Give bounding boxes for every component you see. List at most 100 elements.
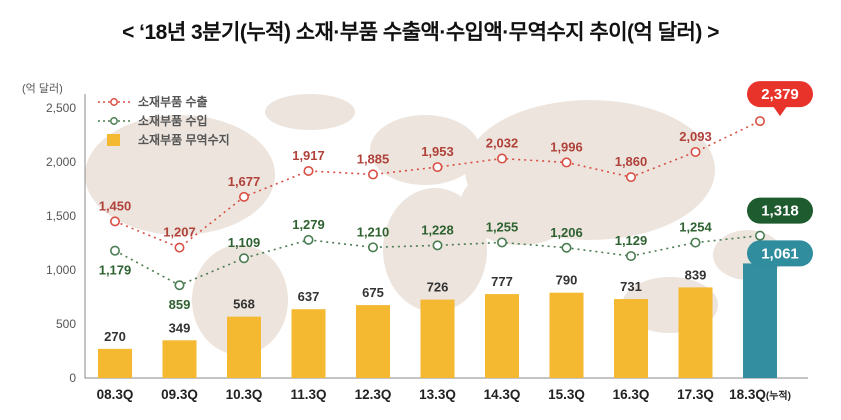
export-point: [174, 242, 185, 253]
bar-value-label: 270: [104, 329, 126, 344]
bar-10.3Q: [227, 316, 261, 378]
y-tick-label: 0: [69, 371, 76, 385]
export-point: [303, 165, 314, 176]
export-point: [432, 162, 443, 173]
import-value-label: 859: [169, 297, 191, 312]
import-point: [432, 240, 443, 251]
chart-title: < ‘18년 3분기(누적) 소재·부품 수출액·수입액·무역수지 추이(억 달…: [122, 21, 719, 44]
export-point: [110, 216, 121, 227]
x-axis-label-18.3Q: 18.3Q(누적): [729, 387, 791, 402]
import-point: [174, 280, 185, 291]
balance-bar-swatch-icon: [96, 133, 132, 146]
bar-value-label: 349: [169, 320, 191, 335]
bar-17.3Q: [678, 287, 713, 378]
import-point: [561, 242, 572, 253]
legend-item-balance: 소재부품 무역수지: [96, 130, 230, 149]
import-value-label: 1,210: [357, 224, 390, 239]
import-value-label: 1,179: [99, 263, 132, 278]
x-axis-label-12.3Q: 12.3Q: [355, 387, 392, 402]
map-background-shape: [85, 115, 275, 235]
bar-value-label: 839: [685, 267, 707, 282]
export-point: [625, 172, 636, 183]
legend-item-import: 소재부품 수입: [96, 111, 230, 130]
import-line-swatch-icon: [96, 116, 132, 126]
export-point: [239, 191, 250, 202]
import-value-label: 1,228: [421, 222, 454, 237]
export-value-label: 1,917: [292, 148, 325, 163]
x-axis-label-08.3Q: 08.3Q: [97, 387, 134, 402]
legend: 소재부품 수출 소재부품 수입 소재부품 무역수지: [96, 92, 230, 149]
y-tick-label: 2,000: [46, 155, 76, 169]
import-point: [625, 251, 636, 262]
import-value-label: 1,129: [615, 233, 648, 248]
export-line-swatch-icon: [96, 97, 132, 107]
legend-label-export: 소재부품 수출: [138, 95, 208, 109]
bar-08.3Q: [98, 348, 132, 378]
bar-09.3Q: [162, 340, 197, 378]
export-value-label: 2,032: [486, 136, 519, 151]
legend-item-export: 소재부품 수출: [96, 92, 230, 111]
balance-badge: [747, 240, 813, 267]
bar-11.3Q: [291, 309, 326, 378]
x-axis-label-16.3Q: 16.3Q: [613, 387, 650, 402]
x-axis-label-10.3Q: 10.3Q: [226, 387, 263, 402]
import-point: [303, 234, 314, 245]
bar-value-label: 731: [620, 279, 642, 294]
export-value-label: 1,953: [421, 144, 454, 159]
bar-value-label: 675: [362, 285, 384, 300]
export-value-label: 1,996: [550, 139, 583, 154]
export-value-label: 1,677: [228, 174, 261, 189]
import-value-label: 1,254: [679, 220, 712, 235]
import-point: [367, 242, 378, 253]
y-axis-unit-label: (억 달러): [22, 83, 63, 95]
y-tick-label: 1,000: [46, 263, 76, 277]
export-value-label: 1,860: [615, 154, 648, 169]
export-point: [367, 169, 378, 180]
export-badge-pointer: [773, 106, 787, 117]
x-axis-label-09.3Q: 09.3Q: [161, 387, 198, 402]
export-value-label: 1,885: [357, 151, 390, 166]
import-point: [690, 237, 701, 248]
export-point: [561, 157, 572, 168]
bar-value-label: 637: [298, 289, 320, 304]
export-value-label: 2,093: [679, 129, 712, 144]
export-point: [496, 153, 507, 164]
import-value-label: 1,279: [292, 217, 325, 232]
balance-badge-label: 1,061: [761, 245, 799, 262]
import-value-label: 1,206: [550, 225, 583, 240]
import-badge-label: 1,318: [761, 203, 799, 220]
map-background-shape: [460, 165, 580, 245]
legend-label-balance: 소재부품 무역수지: [138, 133, 230, 147]
bar-value-label: 790: [556, 273, 578, 288]
x-axis-label-11.3Q: 11.3Q: [290, 387, 326, 402]
import-point: [496, 237, 507, 248]
y-tick-label: 500: [56, 317, 76, 331]
import-badge: [747, 197, 813, 224]
export-value-label: 1,450: [99, 198, 132, 213]
y-tick-label: 1,500: [46, 209, 76, 223]
import-point: [110, 245, 121, 256]
import-value-label: 1,109: [228, 235, 261, 250]
bar-value-label: 726: [427, 280, 449, 295]
map-background-shape: [265, 94, 355, 130]
bar-13.3Q: [420, 299, 455, 378]
import-value-label: 1,255: [486, 219, 519, 234]
bar-18.3Q: [743, 263, 777, 378]
import-point: [754, 230, 765, 241]
bar-15.3Q: [549, 292, 584, 378]
bar-12.3Q: [356, 305, 390, 378]
import-point: [239, 253, 250, 264]
export-value-label: 1,207: [163, 225, 196, 240]
x-axis-label-14.3Q: 14.3Q: [484, 387, 521, 402]
map-background-shape: [383, 188, 487, 312]
legend-label-import: 소재부품 수입: [138, 114, 208, 128]
x-axis-label-17.3Q: 17.3Q: [677, 387, 714, 402]
map-background-shape: [370, 115, 480, 185]
export-point: [754, 116, 765, 127]
x-axis-label-13.3Q: 13.3Q: [419, 387, 456, 402]
y-tick-label: 2,500: [46, 101, 76, 115]
x-axis-label-15.3Q: 15.3Q: [548, 387, 585, 402]
export-badge: [747, 81, 813, 108]
